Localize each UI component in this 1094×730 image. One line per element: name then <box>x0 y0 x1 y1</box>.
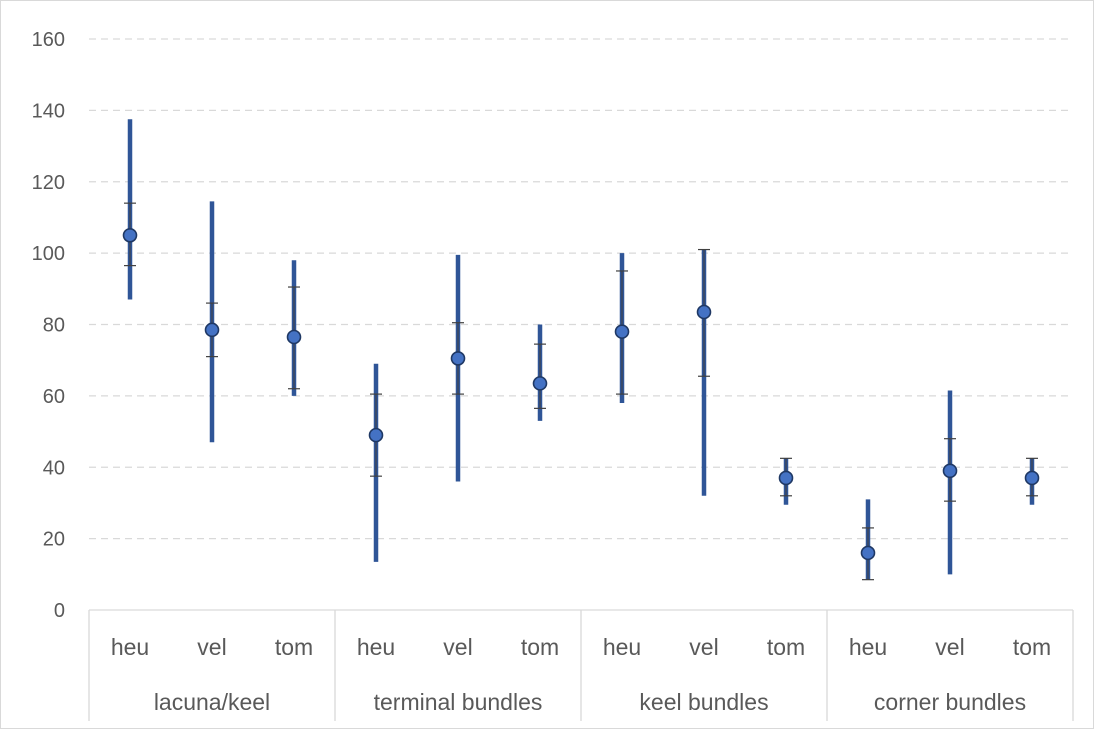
x-axis-tick-labels: heu vel tom lacuna/keel heu vel tom terminal bu… <box>111 634 1051 715</box>
x-category-label: vel <box>443 634 472 660</box>
mean-marker <box>450 351 466 366</box>
mean-marker <box>614 324 630 339</box>
y-tick-label: 100 <box>32 243 65 265</box>
y-tick-label: 20 <box>43 529 65 551</box>
x-category-label: heu <box>357 634 395 660</box>
x-group-label: terminal bundles <box>374 689 543 715</box>
x-group-label: keel bundles <box>639 689 768 715</box>
y-tick-label: 160 <box>32 29 65 51</box>
y-tick-label: 140 <box>32 100 65 122</box>
x-group-label: corner bundles <box>874 689 1026 715</box>
x-category-label: tom <box>521 634 559 660</box>
mean-marker <box>204 322 220 338</box>
y-tick-label: 80 <box>43 315 65 337</box>
data-series <box>122 119 1040 581</box>
mean-marker <box>696 304 712 320</box>
y-tick-label: 0 <box>54 600 65 622</box>
y-tick-label: 60 <box>43 386 65 408</box>
x-category-label: heu <box>111 634 149 660</box>
x-category-label: tom <box>1013 634 1051 660</box>
x-category-label: vel <box>935 634 964 660</box>
y-tick-label: 40 <box>43 457 65 479</box>
y-axis-tick-labels: 0 20 40 60 80 100 120 140 160 <box>32 29 65 622</box>
gridlines <box>89 38 1073 540</box>
x-category-label: heu <box>603 634 641 660</box>
mean-marker <box>532 376 548 391</box>
mean-marker <box>286 329 302 345</box>
mean-marker <box>942 463 958 479</box>
mean-marker <box>368 427 384 443</box>
x-category-label: vel <box>197 634 226 660</box>
category-axis <box>88 609 1074 721</box>
x-category-label: vel <box>689 634 718 660</box>
y-tick-label: 120 <box>32 172 65 194</box>
x-category-label: tom <box>275 634 313 660</box>
mean-marker <box>778 470 794 486</box>
mean-marker <box>860 545 876 561</box>
mean-marker <box>1024 470 1040 486</box>
x-category-label: tom <box>767 634 805 660</box>
mean-marker <box>122 227 138 243</box>
x-group-label: lacuna/keel <box>154 689 270 715</box>
x-category-label: heu <box>849 634 887 660</box>
